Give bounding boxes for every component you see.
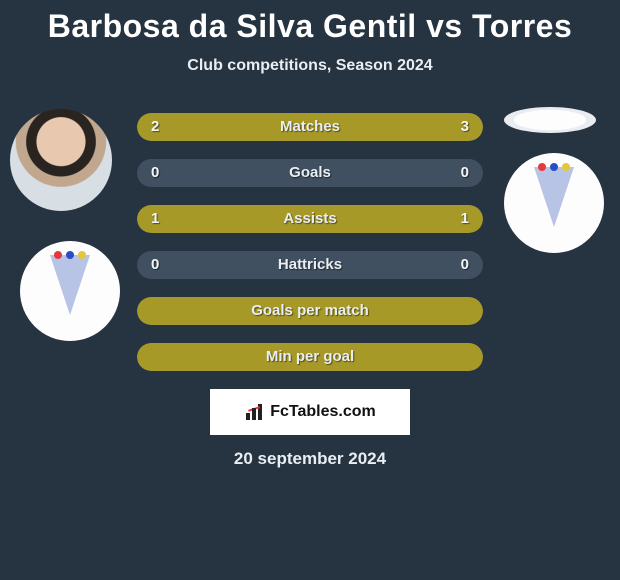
attribution-text: FcTables.com bbox=[270, 403, 376, 421]
club-logo-right bbox=[504, 153, 604, 253]
date-text: 20 september 2024 bbox=[0, 449, 620, 469]
stat-bars: 23Matches 00Goals 11Assists 00Hattricks Goal… bbox=[137, 105, 483, 371]
player-photo-right bbox=[504, 107, 596, 133]
page-title: Barbosa da Silva Gentil vs Torres bbox=[0, 0, 620, 45]
stat-bar: Min per goal bbox=[137, 343, 483, 371]
comparison-panel: 23Matches 00Goals 11Assists 00Hattricks Goal… bbox=[0, 105, 620, 469]
stat-label: Assists bbox=[137, 205, 483, 233]
right-player-column bbox=[504, 105, 604, 253]
stat-label: Min per goal bbox=[137, 343, 483, 371]
club-logo-left bbox=[20, 241, 120, 341]
stat-bar: Goals per match bbox=[137, 297, 483, 325]
stat-bar: 00Goals bbox=[137, 159, 483, 187]
stat-label: Goals bbox=[137, 159, 483, 187]
stat-label: Matches bbox=[137, 113, 483, 141]
bar-chart-icon bbox=[244, 404, 264, 420]
left-player-column bbox=[10, 105, 120, 341]
stat-label: Goals per match bbox=[137, 297, 483, 325]
attribution-badge: FcTables.com bbox=[210, 389, 410, 435]
stat-bar: 23Matches bbox=[137, 113, 483, 141]
stat-bar: 00Hattricks bbox=[137, 251, 483, 279]
stat-bar: 11Assists bbox=[137, 205, 483, 233]
player-photo-left bbox=[10, 109, 112, 211]
stat-label: Hattricks bbox=[137, 251, 483, 279]
page-subtitle: Club competitions, Season 2024 bbox=[0, 57, 620, 75]
